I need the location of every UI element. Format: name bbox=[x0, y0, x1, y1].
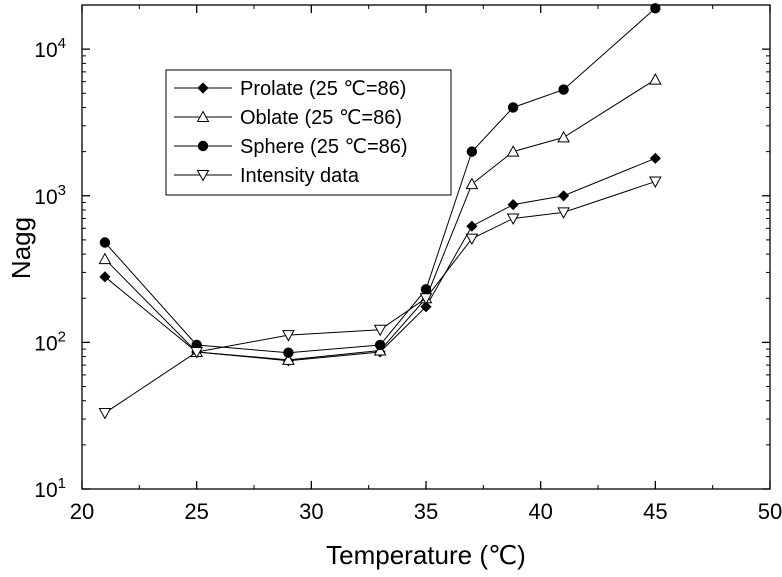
data-point bbox=[558, 84, 569, 95]
legend-entry: Oblate (25 ℃=86) bbox=[174, 107, 402, 129]
data-point bbox=[420, 301, 432, 313]
data-point bbox=[282, 353, 295, 365]
legend-marker bbox=[196, 170, 210, 182]
data-point bbox=[507, 102, 519, 113]
x-axis: 20 25 30 35 40 45 50 bbox=[70, 5, 782, 524]
y-tick-label: 101 bbox=[34, 475, 66, 502]
data-point bbox=[419, 293, 433, 305]
data-point bbox=[466, 146, 478, 157]
x-tick-label: 25 bbox=[184, 499, 208, 524]
legend-box bbox=[165, 69, 452, 196]
legend-label: Sphere (25 ℃=86) bbox=[240, 136, 408, 158]
legend-label: Intensity data bbox=[240, 165, 360, 187]
series-line bbox=[104, 181, 656, 414]
data-point bbox=[648, 176, 662, 189]
data-point bbox=[649, 152, 661, 164]
data-point bbox=[506, 145, 520, 157]
legend-marker bbox=[196, 110, 210, 122]
legend-entry: Intensity data bbox=[174, 165, 360, 187]
legend-marker bbox=[197, 140, 209, 152]
data-point bbox=[648, 73, 662, 85]
legend-label: Oblate (25 ℃=86) bbox=[240, 107, 402, 129]
data-point bbox=[283, 347, 294, 358]
data-point bbox=[98, 407, 112, 420]
x-axis-label: Temperature (℃) bbox=[326, 540, 526, 570]
legend-label: Prolate (25 ℃=86) bbox=[240, 78, 406, 100]
data-point bbox=[99, 271, 111, 283]
x-tick-label: 20 bbox=[70, 499, 94, 524]
y-tick-label: 102 bbox=[34, 328, 66, 355]
data-point bbox=[98, 252, 112, 265]
y-tick-label: 103 bbox=[34, 182, 66, 209]
data-point bbox=[374, 339, 386, 351]
series-4 bbox=[98, 176, 662, 420]
data-point bbox=[557, 207, 570, 219]
data-point bbox=[465, 233, 479, 246]
x-tick-label: 45 bbox=[643, 499, 667, 524]
data-point bbox=[420, 284, 432, 295]
data-point bbox=[373, 324, 387, 337]
data-point bbox=[190, 346, 204, 359]
legend-entry: Sphere (25 ℃=86) bbox=[174, 136, 408, 158]
data-point bbox=[282, 330, 295, 342]
y-axis-label: Nagg bbox=[6, 217, 36, 279]
data-point bbox=[507, 199, 519, 211]
legend: Prolate (25 ℃=86) Oblate (25 ℃=86) Sphere … bbox=[165, 69, 452, 196]
x-tick-label: 50 bbox=[758, 499, 782, 524]
y-tick-label: 104 bbox=[34, 35, 66, 62]
data-point bbox=[506, 213, 520, 226]
legend-marker bbox=[197, 82, 209, 94]
x-tick-label: 30 bbox=[299, 499, 323, 524]
plot-area: 20 25 30 35 40 45 50 101 102 103 104 bbox=[34, 3, 782, 524]
data-point bbox=[558, 190, 570, 202]
data-point bbox=[99, 237, 111, 248]
series-layer bbox=[98, 3, 662, 420]
y-axis: 101 102 103 104 bbox=[34, 4, 770, 502]
x-tick-label: 40 bbox=[528, 499, 552, 524]
data-point bbox=[466, 220, 478, 232]
data-point bbox=[465, 177, 479, 190]
legend-entry: Prolate (25 ℃=86) bbox=[174, 78, 406, 100]
x-tick-label: 35 bbox=[414, 499, 438, 524]
data-point bbox=[557, 130, 570, 143]
